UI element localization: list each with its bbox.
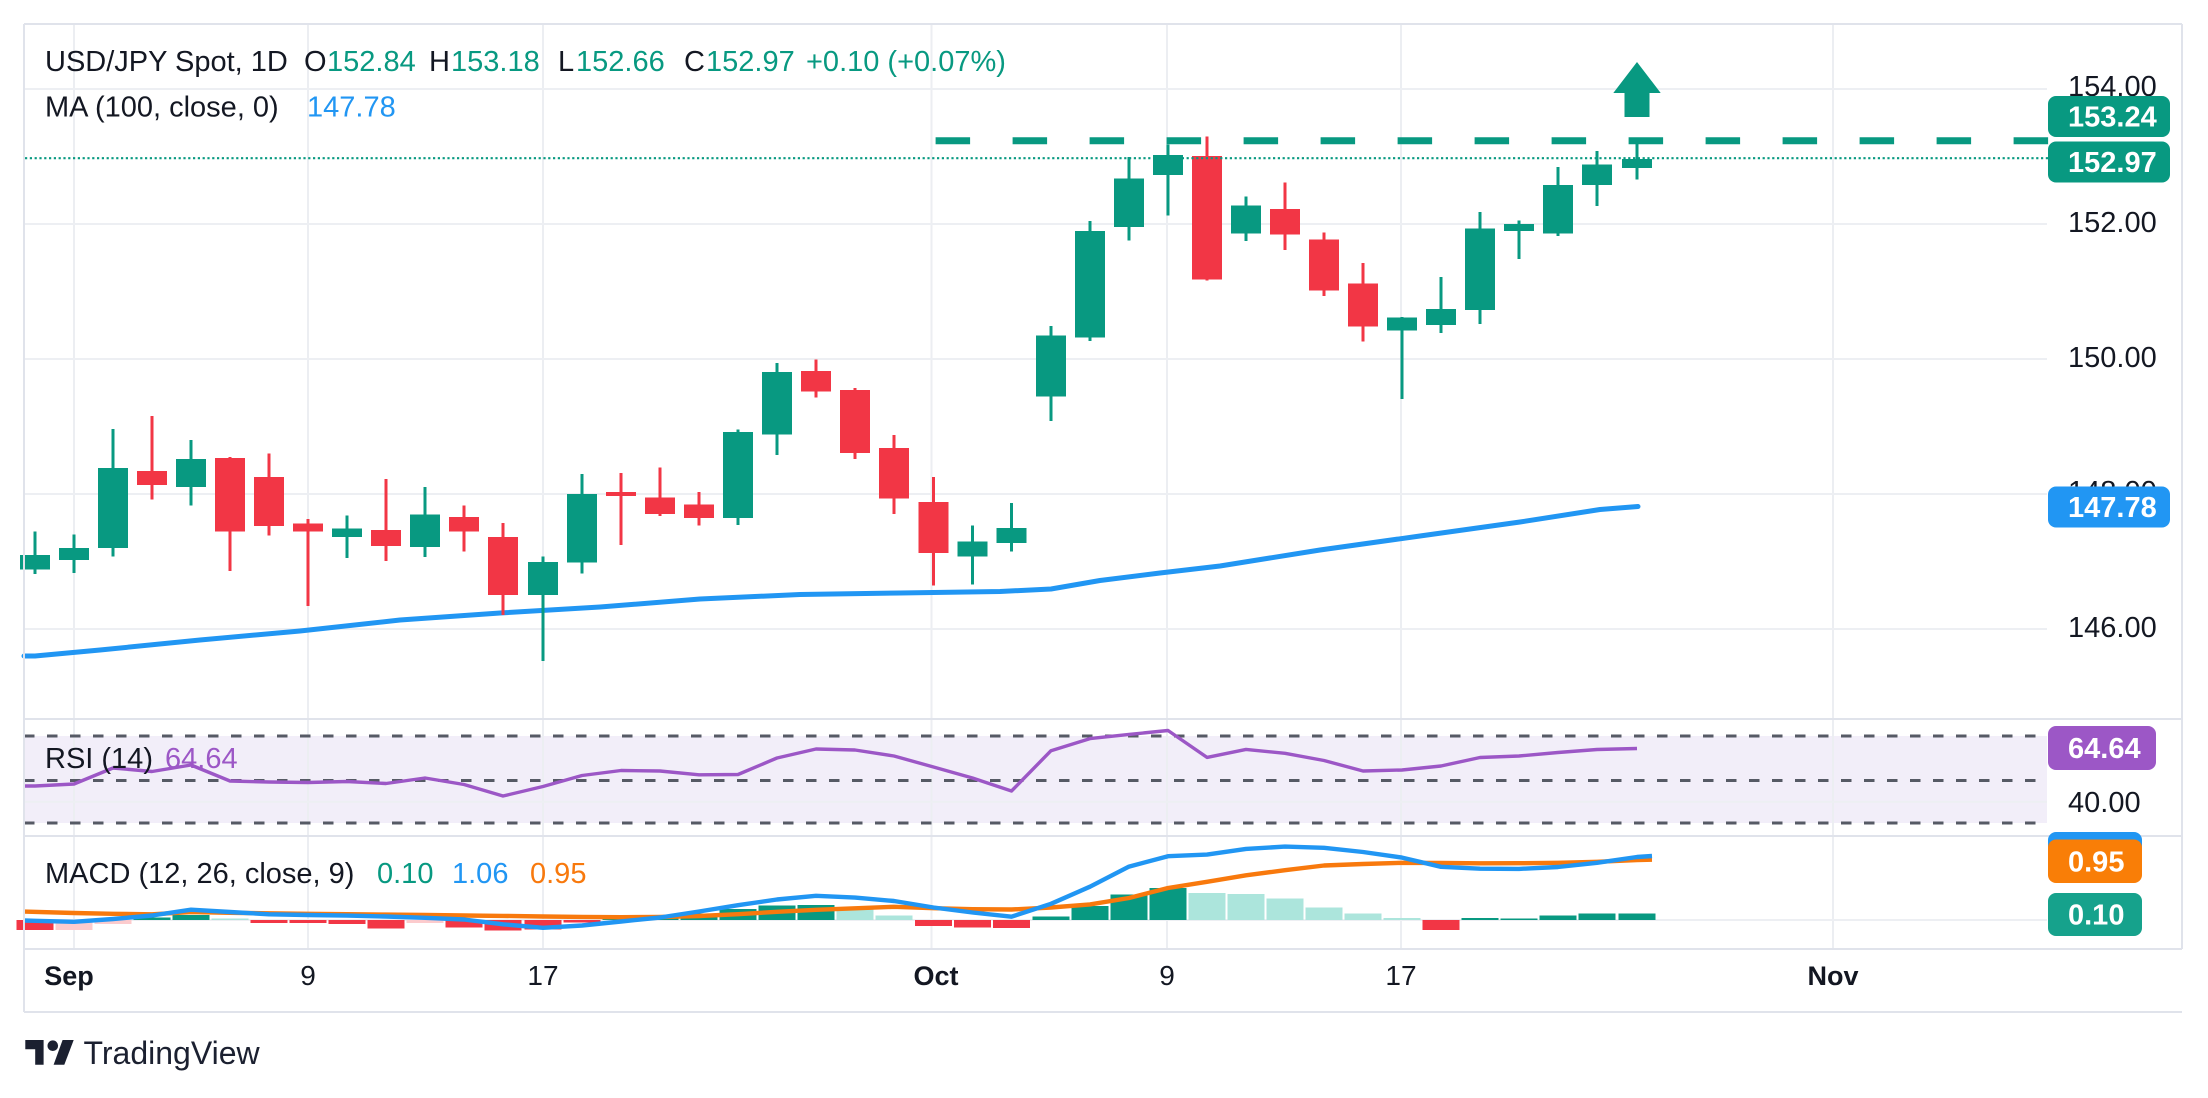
svg-text:0.95: 0.95 (530, 858, 586, 890)
svg-text:152.00: 152.00 (2068, 207, 2157, 239)
svg-text:40.00: 40.00 (2068, 787, 2141, 819)
svg-text:64.64: 64.64 (2068, 733, 2141, 765)
svg-text:MA (100, close, 0): MA (100, close, 0) (45, 92, 279, 124)
svg-text:153.18: 153.18 (451, 46, 540, 78)
svg-text:L: L (558, 46, 574, 78)
svg-text:H: H (429, 46, 450, 78)
svg-text:TradingView: TradingView (84, 1035, 261, 1071)
svg-text:152.97: 152.97 (2068, 147, 2157, 179)
svg-text:147.78: 147.78 (307, 92, 396, 124)
svg-text:9: 9 (1159, 960, 1175, 991)
svg-text:RSI (14): RSI (14) (45, 743, 153, 775)
svg-text:USD/JPY Spot, 1D: USD/JPY Spot, 1D (45, 46, 288, 78)
svg-text:152.97: 152.97 (706, 46, 795, 78)
svg-text:C: C (684, 46, 705, 78)
svg-text:152.66: 152.66 (576, 46, 665, 78)
svg-text:9: 9 (300, 960, 316, 991)
svg-text:0.10: 0.10 (2068, 900, 2124, 932)
svg-text:Oct: Oct (913, 961, 958, 991)
svg-text:64.64: 64.64 (165, 743, 238, 775)
svg-text:Sep: Sep (44, 961, 94, 991)
svg-text:Nov: Nov (1807, 961, 1858, 991)
svg-text:17: 17 (527, 960, 558, 991)
svg-text:150.00: 150.00 (2068, 342, 2157, 374)
svg-text:153.24: 153.24 (2068, 102, 2157, 134)
svg-text:152.84: 152.84 (327, 46, 416, 78)
svg-text:MACD (12, 26, close, 9): MACD (12, 26, close, 9) (45, 858, 354, 890)
svg-text:O: O (304, 46, 327, 78)
svg-text:147.78: 147.78 (2068, 492, 2157, 524)
svg-text:146.00: 146.00 (2068, 612, 2157, 644)
svg-text:0.95: 0.95 (2068, 846, 2124, 878)
svg-text:0.10: 0.10 (377, 858, 433, 890)
svg-text:1.06: 1.06 (452, 858, 508, 890)
svg-text:17: 17 (1385, 960, 1416, 991)
svg-text:+0.10 (+0.07%): +0.10 (+0.07%) (806, 46, 1006, 78)
